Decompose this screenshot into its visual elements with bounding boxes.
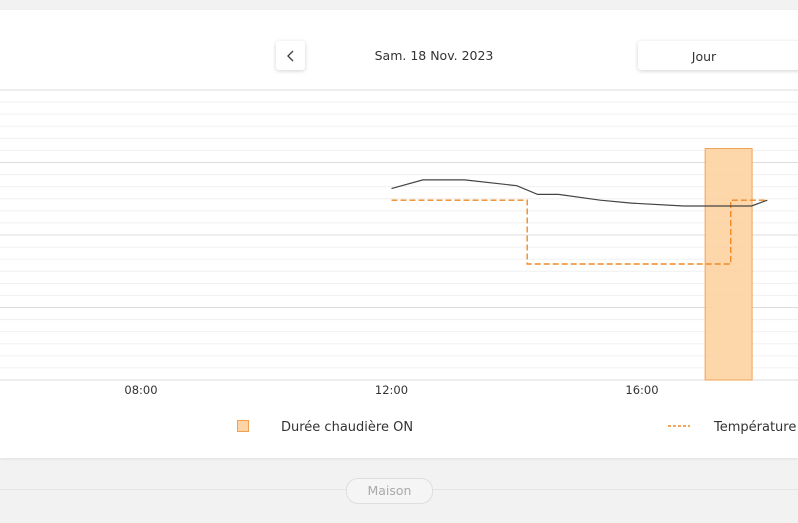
target-temperature-line xyxy=(391,199,768,265)
legend-boiler-swatch xyxy=(237,420,249,432)
legend-boiler-label: Durée chaudière ON xyxy=(281,420,414,435)
x-tick-label: 12:00 xyxy=(375,383,408,397)
period-selector-label: Jour xyxy=(691,49,717,64)
x-tick-label: 08:00 xyxy=(124,383,157,397)
legend-target-label: Température c xyxy=(714,420,798,435)
chart-card: Sam. 18 Nov. 2023 Jour xyxy=(0,10,798,458)
chevron-left-icon xyxy=(286,50,293,61)
period-selector[interactable]: Jour xyxy=(638,41,798,70)
current-date-label: Sam. 18 Nov. 2023 xyxy=(374,48,494,63)
previous-day-button[interactable] xyxy=(276,41,305,70)
maison-button[interactable]: Maison xyxy=(346,478,433,504)
measured-temperature-line xyxy=(391,179,768,207)
x-tick-label: 16:00 xyxy=(625,383,658,397)
